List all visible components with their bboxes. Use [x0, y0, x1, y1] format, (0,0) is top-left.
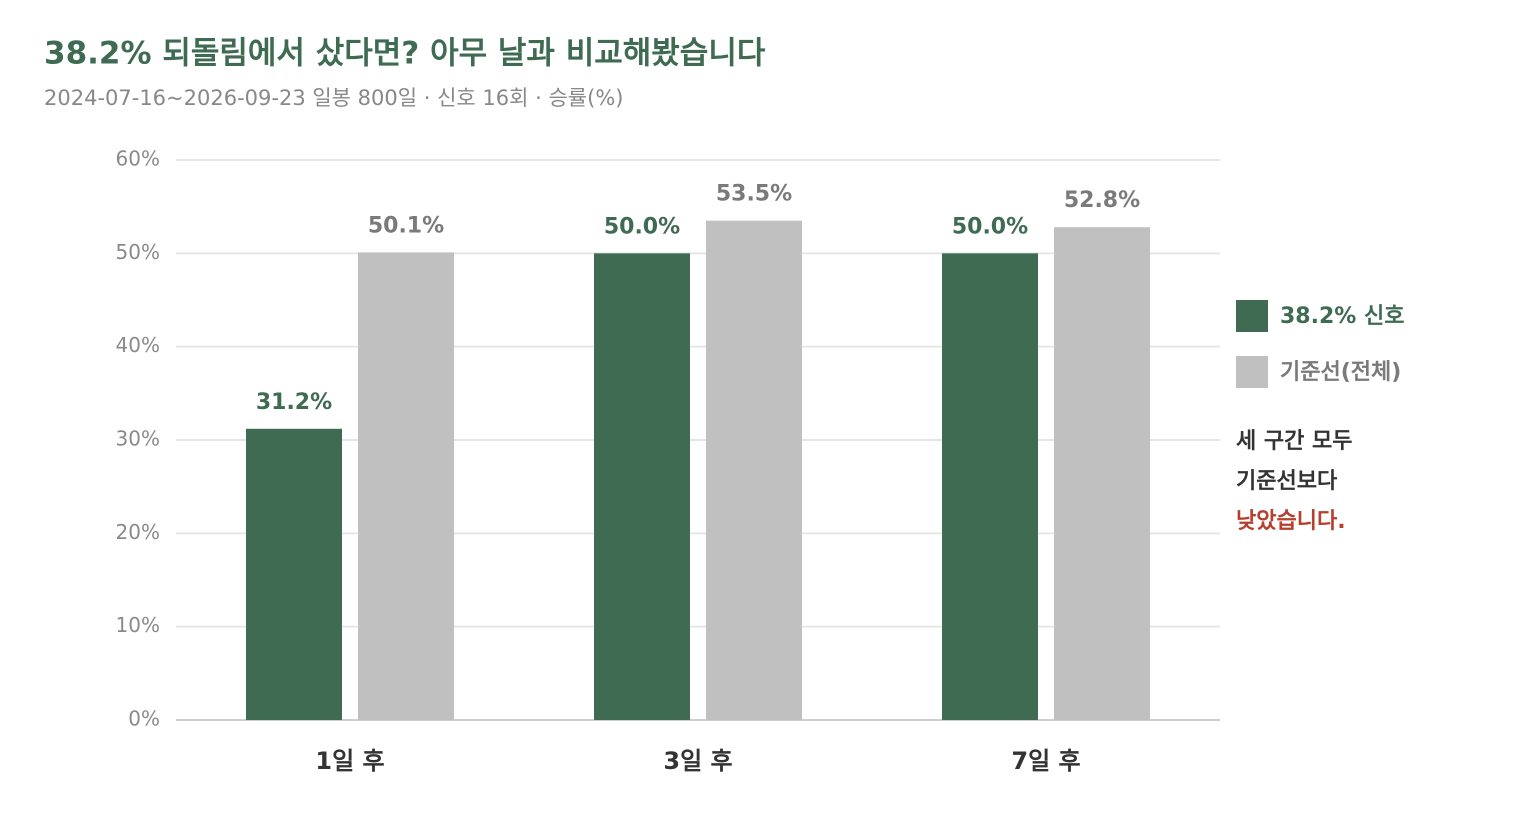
annotation: 낮았습니다.: [1236, 509, 1346, 534]
x-tick-label: 3일 후: [663, 747, 732, 775]
y-tick-label: 10%: [116, 613, 160, 637]
annotation: 세 구간 모두: [1236, 429, 1353, 454]
x-tick-label: 1일 후: [315, 747, 384, 775]
y-tick-label: 20%: [116, 520, 160, 544]
legend-label: 38.2% 신호: [1280, 304, 1404, 329]
y-tick-label: 0%: [128, 707, 160, 731]
chart-title: 38.2% 되돌림에서 샀다면? 아무 날과 비교해봤습니다: [44, 36, 766, 72]
bar: [706, 220, 802, 720]
data-label: 50.0%: [604, 214, 680, 239]
data-label: 52.8%: [1064, 188, 1140, 213]
y-tick-label: 50%: [116, 240, 160, 264]
chart-subtitle: 2024-07-16~2026-09-23 일봉 800일 · 신호 16회 ·…: [44, 86, 623, 110]
data-label: 50.0%: [952, 214, 1028, 239]
y-tick-label: 60%: [116, 147, 160, 171]
legend-swatch: [1236, 300, 1268, 332]
x-tick-label: 7일 후: [1011, 747, 1080, 775]
legend-swatch: [1236, 356, 1268, 388]
data-label: 31.2%: [256, 390, 332, 415]
bar: [246, 428, 342, 720]
legend-label: 기준선(전체): [1280, 360, 1401, 385]
y-tick-label: 30%: [116, 427, 160, 451]
data-label: 50.1%: [368, 213, 444, 238]
annotation: 기준선보다: [1236, 469, 1338, 494]
bar: [1054, 227, 1150, 720]
bar: [594, 253, 690, 721]
data-label: 53.5%: [716, 182, 792, 207]
bar: [942, 253, 1038, 721]
y-tick-label: 40%: [116, 333, 160, 357]
bar: [358, 252, 454, 720]
